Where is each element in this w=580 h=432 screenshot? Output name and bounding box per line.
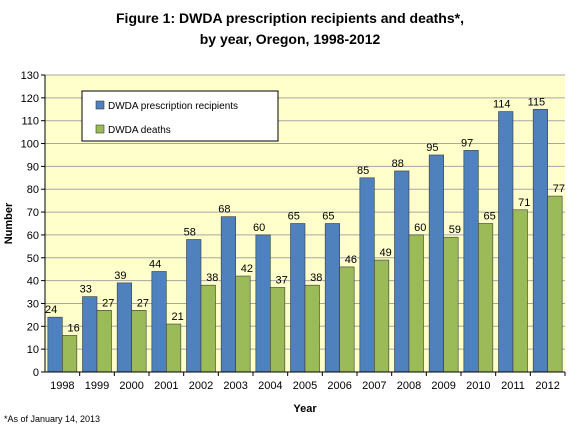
data-label: 44 [149, 258, 161, 270]
data-label: 114 [493, 99, 511, 111]
legend-label-recipients: DWDA prescription recipients [108, 101, 238, 112]
x-tick-label: 2005 [293, 380, 317, 392]
data-label: 42 [241, 263, 253, 275]
bar-deaths [374, 260, 389, 372]
y-tick-label: 100 [21, 139, 39, 151]
bar-recipients [360, 178, 375, 372]
bar-recipients [464, 150, 479, 372]
x-tick-label: 2001 [154, 380, 178, 392]
bar-deaths [444, 237, 459, 372]
data-label: 21 [171, 311, 183, 323]
footnote: *As of January 14, 2013 [4, 414, 100, 424]
data-label: 38 [310, 272, 322, 284]
bar-deaths [513, 210, 528, 372]
bar-recipients [256, 235, 270, 372]
x-tick-label: 2004 [258, 380, 282, 392]
data-label: 39 [114, 270, 126, 282]
y-tick-label: 30 [27, 298, 39, 310]
bar-recipients [83, 297, 98, 372]
bar-deaths [270, 287, 285, 372]
y-tick-label: 40 [27, 276, 39, 288]
bar-deaths [478, 224, 493, 373]
bar-recipients [221, 217, 236, 372]
x-tick-label: 2000 [119, 380, 143, 392]
x-tick-label: 2010 [466, 380, 490, 392]
x-axis-title: Year [293, 403, 317, 415]
x-tick-label: 2007 [362, 380, 386, 392]
data-label: 115 [528, 96, 546, 108]
data-label: 38 [206, 272, 218, 284]
data-label: 88 [392, 158, 404, 170]
data-label: 24 [45, 304, 57, 316]
legend-label-deaths: DWDA deaths [108, 125, 171, 136]
data-label: 27 [137, 297, 149, 309]
bar-deaths [97, 310, 112, 372]
bar-recipients [533, 109, 548, 372]
data-label: 60 [414, 222, 426, 234]
y-tick-label: 70 [27, 207, 39, 219]
data-label: 97 [461, 137, 473, 149]
data-label: 77 [553, 183, 565, 195]
data-label: 46 [345, 254, 357, 266]
data-label: 65 [288, 211, 300, 223]
bar-deaths [305, 285, 320, 372]
data-label: 58 [184, 226, 196, 238]
data-label: 65 [322, 211, 334, 223]
y-tick-label: 90 [27, 161, 39, 173]
x-tick-label: 2006 [327, 380, 351, 392]
y-tick-label: 60 [27, 230, 39, 242]
bar-deaths [236, 276, 251, 372]
legend-swatch-deaths [96, 125, 104, 133]
bar-recipients [291, 224, 306, 373]
bar-recipients [499, 112, 514, 372]
x-tick-label: 2009 [431, 380, 455, 392]
data-label: 37 [275, 274, 287, 286]
bar-deaths [340, 267, 355, 372]
x-tick-label: 2003 [223, 380, 247, 392]
y-tick-label: 110 [21, 116, 39, 128]
x-tick-label: 1998 [50, 380, 74, 392]
x-tick-label: 2012 [535, 380, 559, 392]
data-label: 68 [218, 204, 230, 216]
y-tick-label: 0 [33, 367, 39, 379]
bar-deaths [409, 235, 424, 372]
legend-swatch-recipients [96, 101, 104, 109]
y-axis-title: Number [3, 202, 15, 244]
data-label: 95 [426, 142, 438, 154]
bar-recipients [48, 317, 63, 372]
y-tick-label: 80 [27, 184, 39, 196]
bar-deaths [548, 196, 563, 372]
bar-recipients [325, 224, 340, 373]
bar-recipients [152, 271, 167, 372]
bar-deaths [201, 285, 216, 372]
data-label: 60 [253, 222, 265, 234]
bar-recipients [117, 283, 131, 372]
bar-recipients [395, 171, 410, 372]
data-label: 71 [518, 197, 530, 209]
x-tick-label: 2002 [189, 380, 213, 392]
y-tick-label: 130 [21, 70, 39, 82]
data-label: 85 [357, 165, 369, 177]
y-tick-label: 120 [21, 93, 39, 105]
bar-deaths [166, 324, 181, 372]
bar-deaths [62, 335, 76, 372]
data-label: 49 [379, 247, 391, 259]
data-label: 27 [102, 297, 114, 309]
x-tick-label: 2008 [397, 380, 421, 392]
data-label: 65 [483, 211, 495, 223]
y-tick-label: 50 [27, 253, 39, 265]
y-tick-label: 20 [27, 321, 39, 333]
bar-recipients [429, 155, 444, 372]
bar-recipients [187, 239, 202, 372]
x-tick-label: 1999 [85, 380, 109, 392]
x-tick-label: 2011 [501, 380, 525, 392]
data-label: 16 [67, 322, 79, 334]
data-label: 59 [449, 224, 461, 236]
data-label: 33 [80, 284, 92, 296]
bar-deaths [132, 310, 147, 372]
y-tick-label: 10 [27, 344, 39, 356]
